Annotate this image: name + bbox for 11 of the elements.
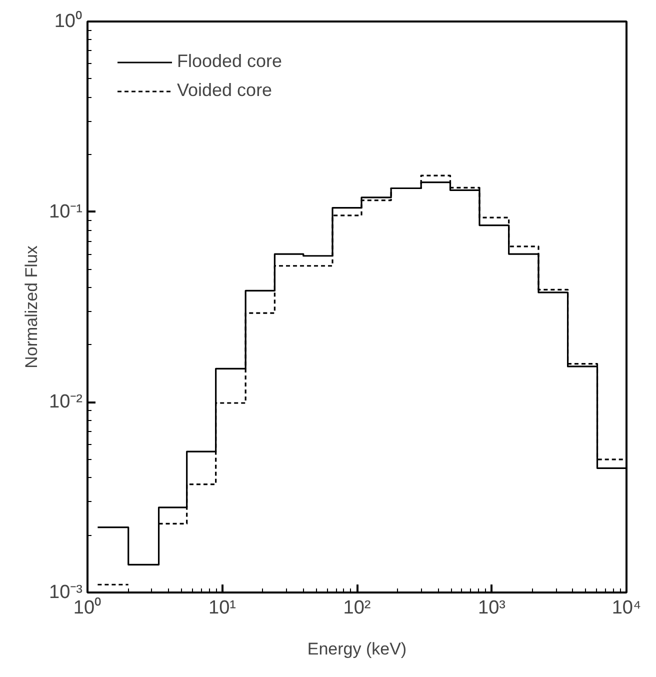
y-tick-label: 10⁻¹ [49,201,83,222]
x-tick-label: 10⁴ [612,598,642,618]
x-tick-label: 10³ [478,598,506,618]
legend-label: Voided core [177,80,272,101]
x-tick-label: 10² [343,598,371,618]
legend-label: Flooded core [177,51,282,72]
x-tick-label: 10¹ [208,598,236,618]
x-axis-title: Energy (keV) [307,640,407,658]
y-axis-title: Normalized Flux [22,245,42,368]
y-tick-label: 10⁰ [54,10,83,32]
y-tick-label: 10⁻² [49,392,83,413]
